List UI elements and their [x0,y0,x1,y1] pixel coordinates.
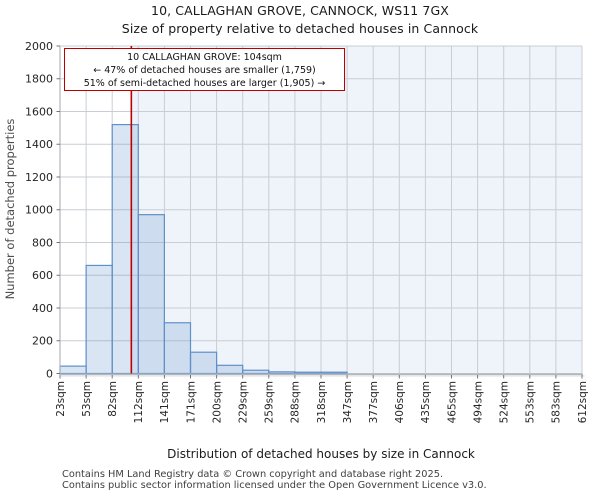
footer-line-2: Contains public sector information licen… [62,479,487,491]
y-axis-label: Number of detached properties [3,118,17,300]
histogram-bar [268,371,296,375]
x-tick-label: 524sqm [499,381,511,423]
x-tick-label: 53sqm [81,381,93,417]
chart-subtitle: Size of property relative to detached ho… [121,21,479,36]
y-tick-label: 1800 [25,73,53,86]
histogram-bar [59,365,87,375]
x-tick-label: 229sqm [238,381,250,423]
histogram-bar [189,351,218,375]
x-tick-label: 112sqm [133,381,145,423]
chart-title: 10, CALLAGHAN GROVE, CANNOCK, WS11 7GX [151,3,449,18]
y-tick-label: 600 [32,269,53,282]
histogram-bar [137,214,166,375]
x-tick-label: 171sqm [185,381,197,423]
y-tick-label: 800 [32,236,53,249]
y-tick-label: 1600 [25,105,53,118]
y-tick-label: 1400 [25,138,53,151]
x-tick-label: 82sqm [107,381,119,417]
x-tick-label: 583sqm [551,381,563,423]
histogram-bar [216,364,244,375]
property-annotation-box: 10 CALLAGHAN GROVE: 104sqm ← 47% of deta… [64,48,345,91]
y-tick-label: 2000 [25,40,53,53]
x-tick-label: 347sqm [342,381,354,423]
x-tick-label: 494sqm [472,381,484,423]
x-tick-label: 435sqm [420,381,432,423]
y-tick-label: 1200 [25,171,53,184]
x-tick-label: 406sqm [394,381,406,423]
histogram-bar [85,264,113,375]
x-tick-label: 377sqm [368,381,380,423]
x-tick-label: 612sqm [577,381,589,423]
annotation-property-size: 10 CALLAGHAN GROVE: 104sqm [127,52,282,63]
x-axis-label: Distribution of detached houses by size … [167,447,475,461]
histogram-bar [163,322,192,375]
y-tick-label: 200 [32,335,53,348]
annotation-smaller-stat: ← 47% of detached houses are smaller (1,… [93,65,316,76]
histogram-bar [320,371,348,375]
x-tick-label: 141sqm [159,381,171,423]
footer-line-1: Contains HM Land Registry data © Crown c… [62,469,444,480]
x-tick-label: 465sqm [446,381,458,423]
x-tick-label: 288sqm [290,381,302,423]
annotation-larger-stat: 51% of semi-detached houses are larger (… [83,78,326,89]
histogram-bar [242,369,270,375]
x-tick-label: 318sqm [316,381,328,423]
histogram-bar [111,123,139,375]
y-tick-label: 1000 [25,204,53,217]
x-tick-label: 23sqm [55,381,67,417]
x-tick-label: 259sqm [264,381,276,423]
y-tick-label: 0 [46,367,53,380]
x-tick-label: 200sqm [211,381,223,423]
histogram-bar [294,371,322,375]
attribution-footer: Contains HM Land Registry data © Crown c… [62,469,582,492]
x-tick-label: 553sqm [525,381,537,423]
y-tick-label: 400 [32,302,53,315]
